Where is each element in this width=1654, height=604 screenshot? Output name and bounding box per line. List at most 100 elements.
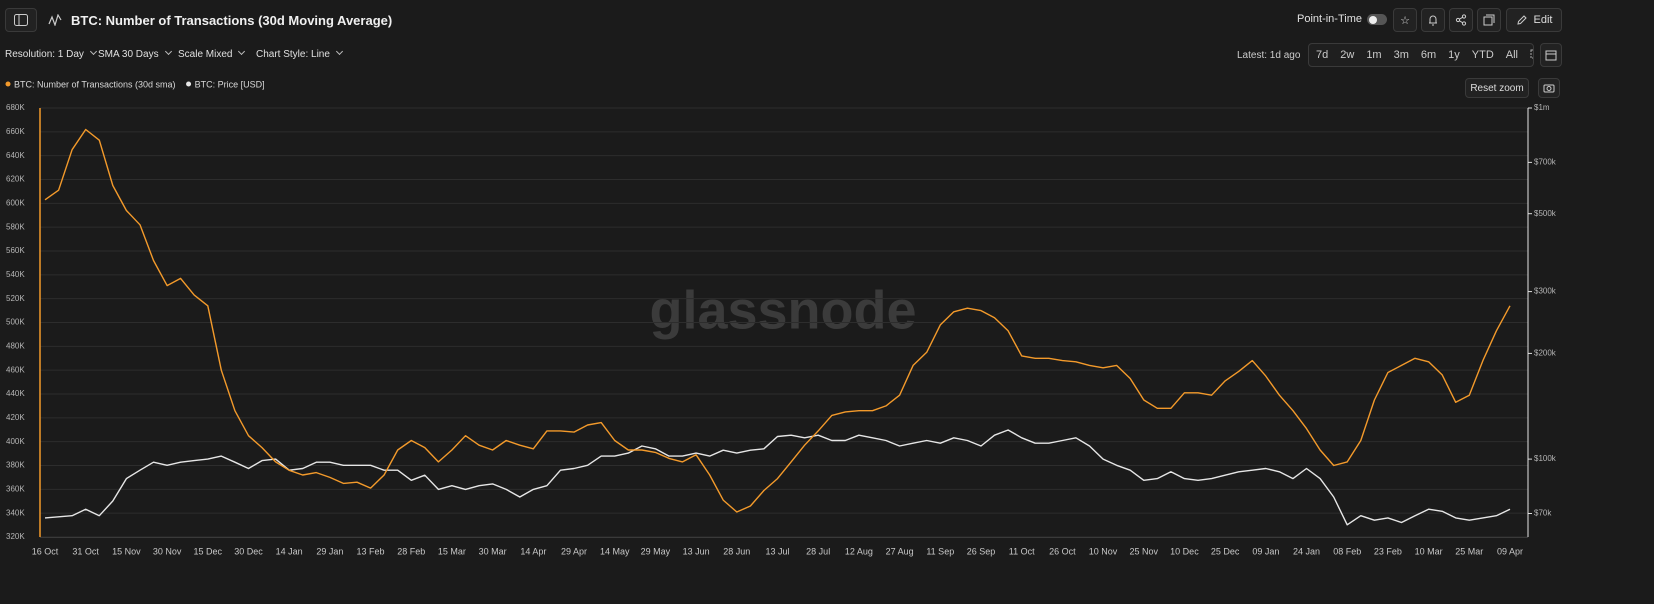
- range-button[interactable]: 2w: [1340, 49, 1355, 61]
- x-tick-label: 14 May: [600, 546, 630, 556]
- y2-tick-label: $500k: [1534, 209, 1557, 218]
- y-tick-label: 400K: [6, 437, 25, 446]
- page-title: BTC: Number of Transactions (30d Moving …: [71, 13, 393, 28]
- x-tick-label: 10 Mar: [1415, 546, 1443, 556]
- x-tick-label: 09 Apr: [1497, 546, 1523, 556]
- point-in-time-toggle[interactable]: [1367, 14, 1387, 25]
- x-tick-label: 24 Jan: [1293, 546, 1320, 556]
- x-tick-label: 25 Mar: [1455, 546, 1483, 556]
- x-tick-label: 14 Jan: [276, 546, 303, 556]
- screenshot-button[interactable]: [1538, 78, 1560, 98]
- x-tick-label: 31 Oct: [72, 546, 99, 556]
- copy-icon: [1483, 14, 1495, 26]
- x-tick-label: 10 Dec: [1170, 546, 1199, 556]
- x-tick-label: 27 Aug: [886, 546, 914, 556]
- alert-button[interactable]: [1421, 8, 1445, 32]
- legend-label: BTC: Price [USD]: [195, 79, 265, 89]
- latest-label: Latest: 1d ago: [1237, 50, 1301, 61]
- y-tick-label: 380K: [6, 461, 25, 470]
- calendar-icon: [1545, 50, 1557, 61]
- y-tick-label: 420K: [6, 413, 25, 422]
- x-tick-label: 12 Aug: [845, 546, 873, 556]
- y-tick-label: 660K: [6, 127, 25, 136]
- y-tick-label: 500K: [6, 318, 25, 327]
- y-tick-label: 320K: [6, 532, 25, 541]
- y2-tick-label: $200k: [1534, 349, 1557, 358]
- x-tick-label: 13 Feb: [357, 546, 385, 556]
- sidebar-toggle[interactable]: [5, 8, 37, 32]
- x-tick-label: 25 Nov: [1129, 546, 1158, 556]
- calendar-button[interactable]: [1540, 43, 1562, 67]
- x-tick-label: 29 Jan: [316, 546, 343, 556]
- range-button[interactable]: All: [1505, 49, 1519, 61]
- range-button[interactable]: 1y: [1448, 49, 1460, 61]
- y-tick-label: 340K: [6, 508, 25, 517]
- chart-style-dropdown[interactable]: Chart Style: Line: [256, 49, 342, 60]
- y-tick-label: 680K: [6, 103, 25, 112]
- sma-dropdown[interactable]: SMA 30 Days: [98, 49, 171, 60]
- x-tick-label: 15 Mar: [438, 546, 466, 556]
- x-tick-label: 28 Jun: [723, 546, 750, 556]
- x-tick-label: 11 Oct: [1009, 546, 1035, 556]
- share-icon: [1455, 14, 1467, 26]
- copy-button[interactable]: [1477, 8, 1501, 32]
- x-tick-label: 30 Dec: [234, 546, 263, 556]
- favorite-button[interactable]: ☆: [1393, 8, 1417, 32]
- resolution-dropdown[interactable]: Resolution: 1 Day: [5, 49, 96, 60]
- x-tick-label: 16 Oct: [32, 546, 59, 556]
- x-tick-label: 10 Nov: [1089, 546, 1118, 556]
- x-tick-label: 28 Jul: [806, 546, 830, 556]
- range-button[interactable]: 1m: [1366, 49, 1382, 61]
- chart-icon: [48, 14, 62, 26]
- x-tick-label: 29 May: [641, 546, 671, 556]
- series-line: [44, 429, 1511, 526]
- y-tick-label: 480K: [6, 341, 25, 350]
- range-button[interactable]: 3m: [1393, 49, 1409, 61]
- point-in-time-label: Point-in-Time: [1297, 13, 1362, 25]
- reset-zoom-button[interactable]: Reset zoom: [1465, 78, 1529, 98]
- range-button[interactable]: 6m: [1420, 49, 1437, 61]
- x-tick-label: 13 Jun: [683, 546, 710, 556]
- y-tick-label: 580K: [6, 222, 25, 231]
- range-button[interactable]: 7d: [1316, 49, 1329, 61]
- bell-icon: [1429, 15, 1437, 26]
- x-tick-label: 13 Jul: [765, 546, 789, 556]
- range-button[interactable]: YTD: [1471, 49, 1494, 61]
- y-tick-label: 560K: [6, 246, 25, 255]
- x-tick-label: 14 Apr: [520, 546, 546, 556]
- watermark: glassnode: [649, 280, 916, 340]
- legend-swatch: [5, 81, 11, 87]
- x-tick-label: 25 Dec: [1211, 546, 1240, 556]
- y2-tick-label: $70k: [1534, 509, 1552, 518]
- scale-dropdown[interactable]: Scale Mixed: [178, 49, 244, 60]
- y2-tick-label: $700k: [1534, 157, 1557, 166]
- x-tick-label: 23 Feb: [1374, 546, 1402, 556]
- x-tick-label: 26 Oct: [1049, 546, 1076, 556]
- series-line: [44, 128, 1511, 513]
- y-tick-label: 620K: [6, 175, 25, 184]
- edit-label: Edit: [1533, 14, 1553, 26]
- y2-tick-label: $300k: [1534, 287, 1557, 296]
- x-tick-label: 11 Sep: [926, 546, 954, 556]
- camera-icon: [1543, 84, 1555, 93]
- y-tick-label: 520K: [6, 294, 25, 303]
- x-tick-label: 26 Sep: [967, 546, 996, 556]
- edit-button[interactable]: Edit: [1506, 8, 1562, 32]
- x-tick-label: 09 Jan: [1252, 546, 1279, 556]
- y-tick-label: 460K: [6, 365, 25, 374]
- y-tick-label: 440K: [6, 389, 25, 398]
- x-tick-label: 15 Nov: [112, 546, 141, 556]
- y-tick-label: 540K: [6, 270, 25, 279]
- legend-swatch: [186, 81, 192, 87]
- x-tick-label: 30 Mar: [479, 546, 507, 556]
- legend-label: BTC: Number of Transactions (30d sma): [14, 79, 176, 89]
- y2-tick-label: $100k: [1534, 454, 1557, 463]
- pencil-icon: [1516, 15, 1527, 25]
- zoom-icon[interactable]: [1530, 49, 1533, 61]
- share-button[interactable]: [1449, 8, 1473, 32]
- sidebar-icon: [14, 14, 28, 26]
- y-tick-label: 360K: [6, 484, 25, 493]
- y-tick-label: 600K: [6, 198, 25, 207]
- x-tick-label: 28 Feb: [397, 546, 425, 556]
